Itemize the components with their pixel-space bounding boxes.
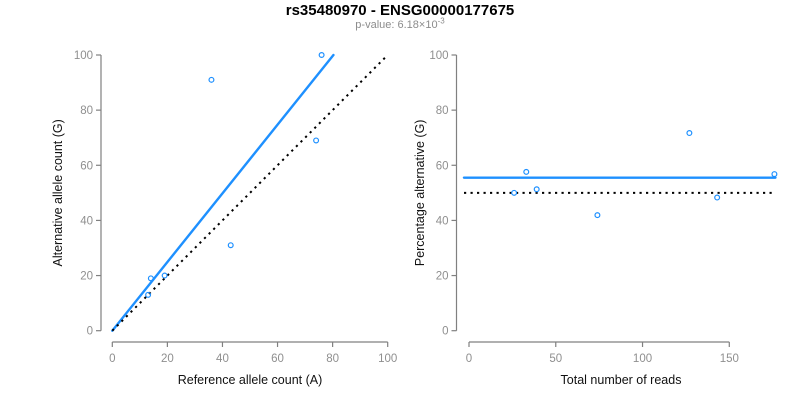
y-tick-label: 60	[80, 160, 93, 172]
x-tick-label: 80	[326, 353, 339, 365]
x-tick-label: 20	[161, 353, 174, 365]
x-tick-label: 100	[633, 353, 652, 365]
pvalue-exponent: -3	[437, 16, 445, 26]
x-axis-title: Total number of reads	[561, 373, 682, 387]
y-tick-label: 80	[80, 105, 93, 117]
data-point	[533, 186, 540, 193]
y-tick-label: 0	[87, 326, 93, 338]
y-tick-label: 40	[80, 215, 93, 227]
x-tick-label: 100	[378, 353, 397, 365]
data-point	[147, 275, 154, 282]
y-tick-label: 20	[80, 271, 93, 283]
data-point	[714, 194, 721, 201]
y-tick-label: 100	[429, 50, 448, 62]
x-tick-label: 60	[271, 353, 284, 365]
pvalue-text: p-value: 6.18×10	[355, 19, 438, 31]
regression-line	[111, 53, 335, 332]
y-axis-title: Alternative allele count (G)	[51, 119, 65, 266]
data-point	[145, 291, 152, 298]
figure-title: rs35480970 - ENSG00000177675	[285, 2, 515, 19]
data-point	[771, 171, 778, 178]
identity-line	[111, 54, 389, 332]
x-tick-label: 150	[720, 353, 739, 365]
y-axis-title: Percentage alternative (G)	[413, 120, 427, 267]
x-tick-label: 0	[466, 353, 472, 365]
data-point	[511, 189, 518, 196]
data-point	[313, 137, 320, 144]
x-axis-title: Reference allele count (A)	[178, 373, 323, 387]
data-point	[686, 130, 693, 137]
y-tick-label: 80	[436, 105, 449, 117]
data-point	[161, 272, 168, 279]
data-point	[227, 242, 234, 249]
y-tick-label: 0	[442, 326, 448, 338]
data-point	[318, 51, 325, 58]
y-tick-label: 60	[436, 160, 449, 172]
panel-right: 0 50 100 150 0 20 40 60 80 100 Total number of rea…	[413, 50, 778, 387]
y-tick-label: 100	[74, 50, 93, 62]
y-tick-label: 20	[436, 271, 449, 283]
x-tick-label: 40	[216, 353, 229, 365]
x-tick-label: 50	[549, 353, 562, 365]
data-point	[208, 76, 215, 83]
figure-subtitle: p-value: 6.18×10-3	[0, 16, 800, 31]
data-point	[523, 168, 530, 175]
x-tick-label: 0	[109, 353, 115, 365]
data-point	[594, 212, 601, 219]
panel-left: 0 20 40 60 80 100 0 20 40 60 80 100 Reference allele…	[51, 50, 397, 387]
y-tick-label: 40	[436, 215, 449, 227]
